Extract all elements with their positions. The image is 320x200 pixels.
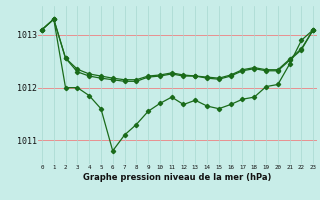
- X-axis label: Graphe pression niveau de la mer (hPa): Graphe pression niveau de la mer (hPa): [84, 173, 272, 182]
